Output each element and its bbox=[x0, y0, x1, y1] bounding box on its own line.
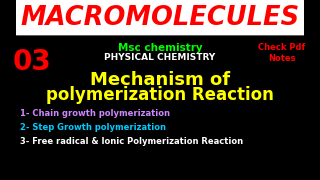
Text: MACROMOLECULES: MACROMOLECULES bbox=[20, 5, 300, 31]
Text: 03: 03 bbox=[12, 48, 51, 76]
Text: PHYSICAL CHEMISTRY: PHYSICAL CHEMISTRY bbox=[104, 53, 216, 62]
Text: Check Pdf
Notes: Check Pdf Notes bbox=[258, 43, 306, 63]
Text: 1- Chain growth polymerization: 1- Chain growth polymerization bbox=[20, 109, 170, 118]
Text: Msc chemistry: Msc chemistry bbox=[118, 43, 202, 53]
Text: polymerization Reaction: polymerization Reaction bbox=[46, 86, 274, 104]
Text: 2- Step Growth polymerization: 2- Step Growth polymerization bbox=[20, 123, 166, 132]
Bar bbox=[16, 0, 304, 35]
Text: Mechanism of: Mechanism of bbox=[90, 71, 230, 89]
Text: 3- Free radical & Ionic Polymerization Reaction: 3- Free radical & Ionic Polymerization R… bbox=[20, 136, 243, 145]
